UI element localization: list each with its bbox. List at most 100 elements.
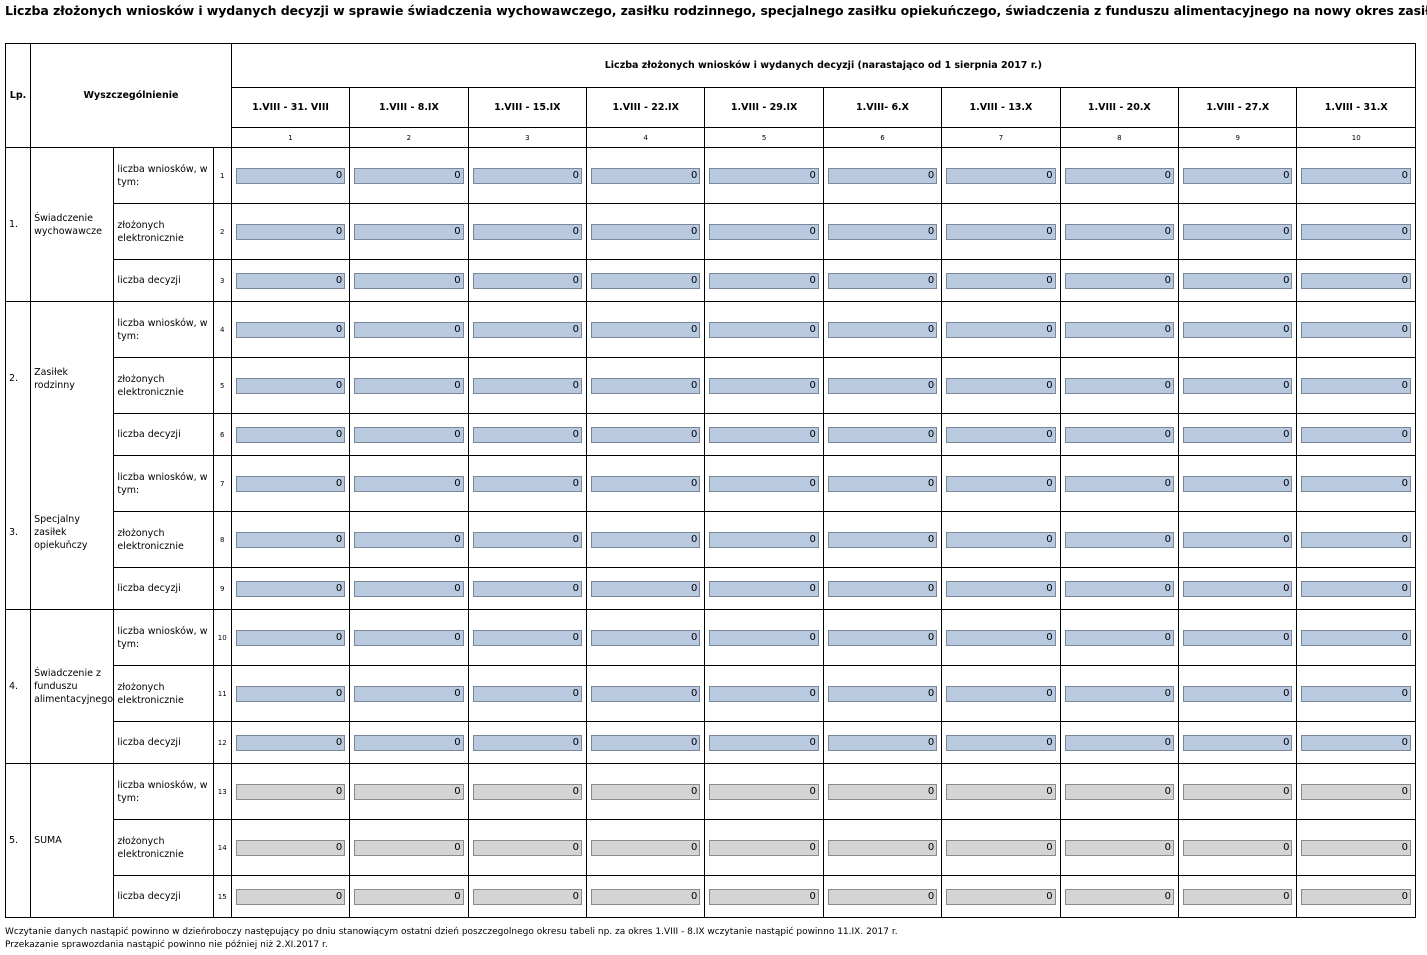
value-input[interactable]: 0 (1301, 321, 1411, 338)
value-input[interactable]: 0 (827, 223, 938, 240)
value-input[interactable]: 0 (1064, 475, 1175, 492)
value-input[interactable]: 0 (591, 475, 701, 492)
value-input[interactable]: 0 (472, 426, 582, 443)
value-input[interactable]: 0 (709, 167, 819, 184)
value-input[interactable]: 0 (827, 734, 938, 751)
value-input[interactable]: 0 (827, 629, 938, 646)
value-input[interactable]: 0 (235, 531, 346, 548)
value-input[interactable]: 0 (827, 685, 938, 702)
value-input[interactable]: 0 (1183, 685, 1293, 702)
value-input[interactable]: 0 (1183, 629, 1293, 646)
value-input[interactable]: 0 (235, 475, 346, 492)
value-input[interactable]: 0 (235, 426, 346, 443)
value-input[interactable]: 0 (1064, 167, 1175, 184)
value-input[interactable]: 0 (235, 580, 346, 597)
value-input[interactable]: 0 (591, 426, 701, 443)
value-input[interactable]: 0 (591, 734, 701, 751)
value-input[interactable]: 0 (472, 272, 582, 289)
value-input[interactable]: 0 (1064, 734, 1175, 751)
value-input[interactable]: 0 (1301, 167, 1411, 184)
value-input[interactable]: 0 (235, 321, 346, 338)
value-input[interactable]: 0 (1183, 272, 1293, 289)
value-input[interactable]: 0 (946, 223, 1056, 240)
value-input[interactable]: 0 (827, 475, 938, 492)
value-input[interactable]: 0 (591, 272, 701, 289)
value-input[interactable]: 0 (354, 580, 464, 597)
value-input[interactable]: 0 (354, 685, 464, 702)
value-input[interactable]: 0 (235, 223, 346, 240)
value-input[interactable]: 0 (709, 272, 819, 289)
value-input[interactable]: 0 (1064, 629, 1175, 646)
value-input[interactable]: 0 (235, 272, 346, 289)
value-input[interactable]: 0 (709, 223, 819, 240)
value-input[interactable]: 0 (472, 734, 582, 751)
value-input[interactable]: 0 (354, 272, 464, 289)
value-input[interactable]: 0 (827, 531, 938, 548)
value-input[interactable]: 0 (1301, 272, 1411, 289)
value-input[interactable]: 0 (235, 167, 346, 184)
value-input[interactable]: 0 (591, 531, 701, 548)
value-input[interactable]: 0 (354, 629, 464, 646)
value-input[interactable]: 0 (946, 377, 1056, 394)
value-input[interactable]: 0 (472, 475, 582, 492)
value-input[interactable]: 0 (472, 629, 582, 646)
value-input[interactable]: 0 (354, 426, 464, 443)
value-input[interactable]: 0 (1064, 223, 1175, 240)
value-input[interactable]: 0 (1064, 377, 1175, 394)
value-input[interactable]: 0 (1064, 426, 1175, 443)
value-input[interactable]: 0 (472, 377, 582, 394)
value-input[interactable]: 0 (709, 321, 819, 338)
value-input[interactable]: 0 (946, 685, 1056, 702)
value-input[interactable]: 0 (1064, 321, 1175, 338)
value-input[interactable]: 0 (1301, 685, 1411, 702)
value-input[interactable]: 0 (709, 475, 819, 492)
value-input[interactable]: 0 (1064, 580, 1175, 597)
value-input[interactable]: 0 (354, 321, 464, 338)
value-input[interactable]: 0 (827, 272, 938, 289)
value-input[interactable]: 0 (1183, 321, 1293, 338)
value-input[interactable]: 0 (235, 734, 346, 751)
value-input[interactable]: 0 (354, 167, 464, 184)
value-input[interactable]: 0 (472, 580, 582, 597)
value-input[interactable]: 0 (1183, 580, 1293, 597)
value-input[interactable]: 0 (472, 167, 582, 184)
value-input[interactable]: 0 (1301, 475, 1411, 492)
value-input[interactable]: 0 (472, 321, 582, 338)
value-input[interactable]: 0 (946, 531, 1056, 548)
value-input[interactable]: 0 (946, 167, 1056, 184)
value-input[interactable]: 0 (1183, 734, 1293, 751)
value-input[interactable]: 0 (591, 167, 701, 184)
value-input[interactable]: 0 (1301, 629, 1411, 646)
value-input[interactable]: 0 (709, 580, 819, 597)
value-input[interactable]: 0 (1183, 167, 1293, 184)
value-input[interactable]: 0 (472, 685, 582, 702)
value-input[interactable]: 0 (1183, 223, 1293, 240)
value-input[interactable]: 0 (1301, 426, 1411, 443)
value-input[interactable]: 0 (235, 377, 346, 394)
value-input[interactable]: 0 (354, 377, 464, 394)
value-input[interactable]: 0 (591, 580, 701, 597)
value-input[interactable]: 0 (709, 377, 819, 394)
value-input[interactable]: 0 (1301, 734, 1411, 751)
value-input[interactable]: 0 (354, 223, 464, 240)
value-input[interactable]: 0 (1183, 426, 1293, 443)
value-input[interactable]: 0 (946, 272, 1056, 289)
value-input[interactable]: 0 (709, 531, 819, 548)
value-input[interactable]: 0 (591, 629, 701, 646)
value-input[interactable]: 0 (1301, 377, 1411, 394)
value-input[interactable]: 0 (1064, 685, 1175, 702)
value-input[interactable]: 0 (827, 321, 938, 338)
value-input[interactable]: 0 (235, 685, 346, 702)
value-input[interactable]: 0 (591, 377, 701, 394)
value-input[interactable]: 0 (591, 685, 701, 702)
value-input[interactable]: 0 (591, 321, 701, 338)
value-input[interactable]: 0 (709, 426, 819, 443)
value-input[interactable]: 0 (472, 531, 582, 548)
value-input[interactable]: 0 (235, 629, 346, 646)
value-input[interactable]: 0 (1301, 223, 1411, 240)
value-input[interactable]: 0 (354, 475, 464, 492)
value-input[interactable]: 0 (1183, 377, 1293, 394)
value-input[interactable]: 0 (946, 321, 1056, 338)
value-input[interactable]: 0 (354, 531, 464, 548)
value-input[interactable]: 0 (472, 223, 582, 240)
